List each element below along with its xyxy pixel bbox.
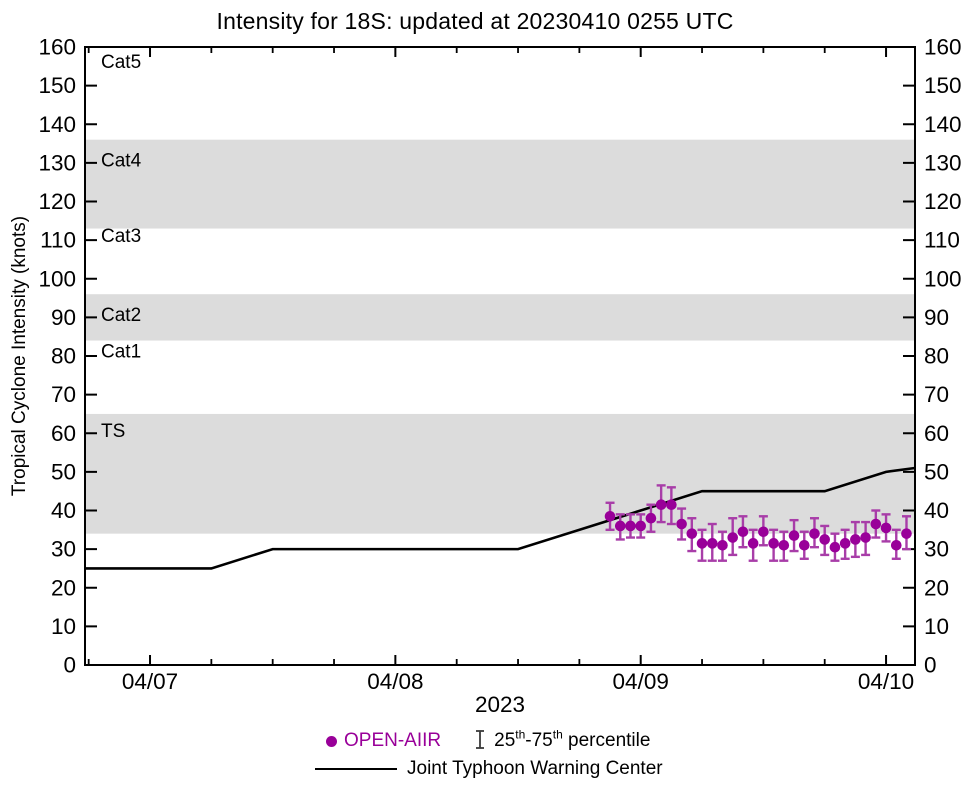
y-tick-label-left: 70 xyxy=(51,382,76,407)
legend-openaiir-label: OPEN-AIIR xyxy=(344,730,442,751)
legend-percentile-label: 25th-75th percentile xyxy=(494,727,651,751)
y-tick-label-right: 10 xyxy=(924,614,949,639)
x-axis-year-label: 2023 xyxy=(475,692,525,717)
data-point xyxy=(655,499,667,511)
category-label-cat4: Cat4 xyxy=(101,150,142,171)
data-point xyxy=(635,520,647,532)
y-tick-label-left: 0 xyxy=(63,653,76,678)
y-tick-label-right: 50 xyxy=(924,459,949,484)
jtwc-line-icon xyxy=(315,768,397,770)
y-tick-label-left: 140 xyxy=(38,112,76,137)
y-tick-label-left: 40 xyxy=(51,498,76,523)
data-point xyxy=(686,528,698,539)
data-point xyxy=(625,520,636,532)
y-tick-label-right: 80 xyxy=(924,344,949,369)
y-tick-label-left: 160 xyxy=(38,35,76,60)
y-tick-label-right: 20 xyxy=(924,575,949,600)
data-point xyxy=(901,528,912,539)
data-point xyxy=(758,526,769,538)
category-band-cat2 xyxy=(86,294,914,341)
y-tick-label-right: 160 xyxy=(924,35,962,60)
data-point xyxy=(890,539,902,551)
category-label-cat1: Cat1 xyxy=(101,342,141,363)
y-tick-label-right: 140 xyxy=(924,112,962,137)
data-point xyxy=(819,534,831,545)
y-axis-label: Tropical Cyclone Intensity (knots) xyxy=(9,215,30,497)
y-tick-label-left: 80 xyxy=(51,344,76,369)
category-label-cat2: Cat2 xyxy=(101,305,141,326)
data-point xyxy=(829,541,841,553)
data-point xyxy=(737,526,749,538)
y-tick-label-left: 120 xyxy=(38,189,76,214)
category-label-cat5: Cat5 xyxy=(101,52,141,73)
y-tick-label-right: 110 xyxy=(924,228,960,253)
data-point xyxy=(676,518,687,530)
data-point xyxy=(666,499,677,511)
y-tick-label-right: 30 xyxy=(924,537,949,562)
y-tick-label-right: 130 xyxy=(924,150,962,175)
x-tick-label: 04/08 xyxy=(367,669,423,694)
category-label-cat3: Cat3 xyxy=(101,226,141,247)
y-tick-label-right: 90 xyxy=(924,305,949,330)
y-tick-label-right: 0 xyxy=(924,653,937,678)
data-point xyxy=(747,538,759,549)
x-tick-label: 04/07 xyxy=(122,669,178,694)
chart-title: Intensity for 18S: updated at 20230410 0… xyxy=(216,8,734,34)
legend-jtwc-label: Joint Typhoon Warning Center xyxy=(407,758,663,779)
plot-border xyxy=(84,46,916,666)
plot-area: 0 0 10 10 20 20 30 30 40 40 50 50 60 60 70 70 80 80 90 90 10… xyxy=(38,35,962,718)
y-tick-label-left: 60 xyxy=(51,421,76,446)
category-label-ts: TS xyxy=(101,421,125,442)
data-point xyxy=(809,528,820,539)
y-tick-label-left: 10 xyxy=(51,614,76,639)
y-tick-label-right: 100 xyxy=(924,266,962,291)
data-point xyxy=(870,518,882,530)
data-point xyxy=(850,534,861,545)
y-tick-label-left: 30 xyxy=(51,537,76,562)
data-point xyxy=(696,538,708,549)
y-tick-label-left: 110 xyxy=(40,228,76,253)
y-tick-label-right: 150 xyxy=(924,73,962,98)
category-band-cat4 xyxy=(86,139,914,229)
y-tick-label-right: 70 xyxy=(924,382,949,407)
data-point xyxy=(880,522,892,534)
legend-row-open-aiir: OPEN-AIIR 25th-75th percentile xyxy=(326,729,650,753)
data-point xyxy=(778,539,790,551)
y-tick-label-right: 60 xyxy=(924,421,949,446)
y-tick-label-left: 90 xyxy=(51,305,76,330)
y-tick-label-left: 50 xyxy=(51,459,76,484)
y-tick-label-left: 130 xyxy=(38,150,76,175)
y-tick-label-left: 20 xyxy=(51,575,76,600)
open-aiir-marker-icon xyxy=(326,735,337,747)
data-point xyxy=(614,520,626,532)
data-point xyxy=(727,532,739,543)
y-tick-label-right: 40 xyxy=(924,498,949,523)
y-tick-label-left: 100 xyxy=(38,266,76,291)
y-tick-label-right: 120 xyxy=(924,189,962,214)
x-tick-label: 04/09 xyxy=(613,669,669,694)
data-point xyxy=(706,538,718,549)
data-point xyxy=(788,530,800,541)
y-tick-label-left: 150 xyxy=(38,73,76,98)
legend-row-jtwc: Joint Typhoon Warning Center xyxy=(315,757,663,781)
data-point xyxy=(645,512,657,524)
x-tick-label: 04/10 xyxy=(858,669,914,694)
data-point xyxy=(604,510,616,522)
data-point xyxy=(768,538,779,549)
data-point xyxy=(860,532,871,543)
category-band-ts xyxy=(86,413,914,534)
data-point xyxy=(798,539,810,551)
data-point xyxy=(839,538,851,549)
data-point xyxy=(717,539,728,551)
error-bar-icon xyxy=(473,727,487,756)
